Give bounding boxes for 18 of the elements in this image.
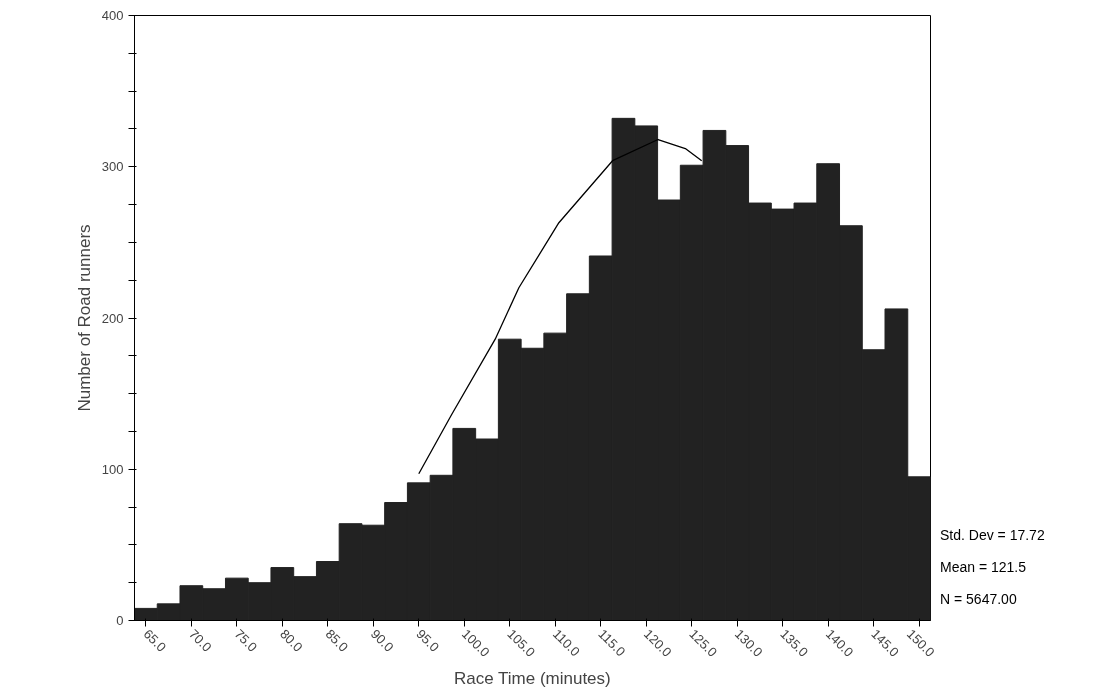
text: N = 5647.00 — [940, 590, 1018, 609]
text: Mean = 121.5 — [940, 558, 1027, 577]
y-tick-label: 0 — [116, 613, 124, 628]
x-tick-label: 85.0 — [322, 626, 352, 655]
y-tick-label: 100 — [101, 461, 124, 477]
x-tick-label: 95.0 — [413, 626, 442, 655]
y-tick-label: 200 — [101, 310, 124, 326]
text: Std. Dev = 17.72 — [940, 526, 1045, 545]
y-tick-label: 400 — [101, 8, 124, 23]
y-axis-title: Number of Road runners — [74, 224, 94, 412]
x-tick-label: 70.0 — [186, 626, 215, 655]
line-series — [418, 138, 703, 475]
x-tick-label: 75.0 — [231, 626, 261, 655]
x-tick-label: 90.0 — [368, 626, 397, 655]
x-tick-label: 65.0 — [140, 626, 170, 655]
y-tick-label: 300 — [101, 159, 124, 175]
x-axis-title: Race Time (minutes) — [453, 668, 611, 688]
x-tick-label: 80.0 — [277, 626, 306, 655]
